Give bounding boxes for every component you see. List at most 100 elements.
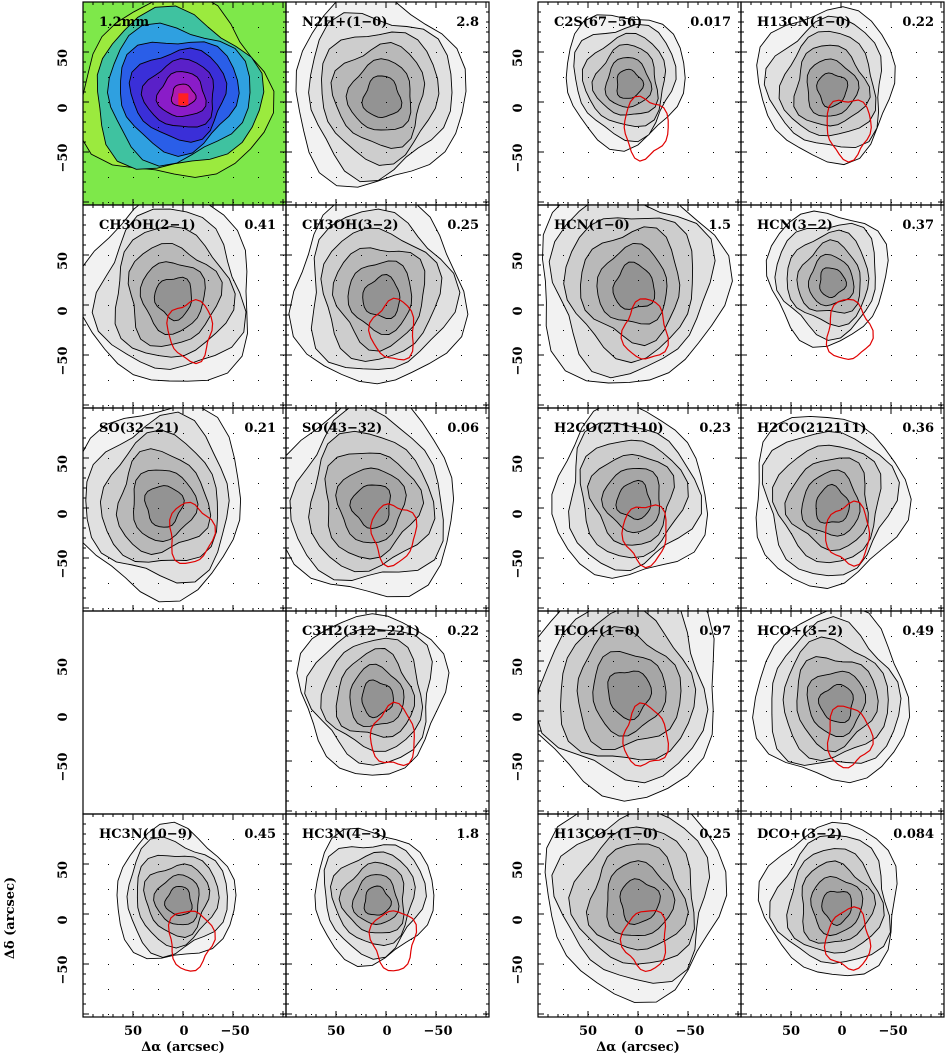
contour-map [83, 408, 242, 603]
contour-level [816, 72, 849, 109]
panel-hco10: HCO+(1−0) 0.97 [537, 610, 742, 815]
x-axis-label-left: Δα (arcsec) [141, 1040, 225, 1055]
contour-level [153, 276, 192, 322]
panel-title: HC3N(10−9) [99, 827, 193, 842]
panel-h13cn: H13CN(1−0) 0.22 [740, 1, 945, 206]
contour-map [296, 613, 450, 776]
y-tick-label: 0 [511, 509, 526, 518]
panel-peak-value: 0.49 [902, 624, 934, 639]
panel-h13co: H13CO+(1−0) 0.25 [537, 813, 742, 1018]
x-tick-label: 50 [327, 1024, 345, 1039]
axis-ticks [285, 1, 489, 205]
grid-dots [563, 839, 739, 1015]
panel-peak-value: 0.41 [244, 218, 276, 233]
contour-map [286, 408, 455, 598]
panel-frame [740, 813, 945, 1018]
panel-title: CH3OH(2−1) [99, 218, 196, 233]
panel-c3h2: C3H2(312−221) 0.22 [285, 610, 490, 815]
continuum-overlay-contour [826, 99, 872, 163]
axis-ticks [285, 407, 489, 611]
contour-level [349, 484, 391, 530]
continuum-overlay-contour [620, 298, 669, 360]
y-tick-label: 50 [56, 455, 71, 473]
continuum-overlay-contour [169, 501, 217, 564]
contour-level [362, 274, 401, 319]
continuum-overlay-contour [367, 297, 415, 361]
panel-title: DCO+(3−2) [757, 827, 842, 842]
y-tick-label: 0 [56, 915, 71, 924]
continuum-overlay-contour [166, 298, 214, 365]
panel-peak-value: 0.23 [699, 421, 731, 436]
y-tick-label: −50 [56, 956, 71, 985]
panel-hc3n109: HC3N(10−9) 0.45 [82, 813, 287, 1018]
empty-panel-frame [82, 610, 287, 815]
contour-map [295, 2, 467, 188]
contour-level [363, 885, 392, 916]
panel-so4332: SO(43−32) 0.06 [285, 407, 490, 612]
axis-ticks [740, 1, 944, 205]
y-tick-label: 50 [56, 861, 71, 879]
y-tick-label: 50 [511, 455, 526, 473]
continuum-overlay-contour [369, 503, 418, 568]
continuum-overlay-contour [623, 95, 669, 162]
y-tick-label: 0 [511, 306, 526, 315]
panel-hcn10: HCN(1−0) 1.5 [537, 204, 742, 409]
panel-so3221: SO(32−21) 0.21 [82, 407, 287, 612]
panel-peak-value: 2.8 [456, 15, 479, 30]
y-tick-label: 0 [511, 103, 526, 112]
y-tick-label: 50 [511, 861, 526, 879]
axis-ticks [285, 813, 489, 1017]
panel-title: SO(32−21) [99, 421, 179, 436]
panel-title: CH3OH(3−2) [302, 218, 399, 233]
y-tick-label: 50 [56, 49, 71, 67]
panel-peak-value: 0.25 [699, 827, 731, 842]
continuum-overlay-contour [369, 701, 415, 767]
continuum-overlay-contour [825, 298, 874, 361]
panel-hc3n43: HC3N(4−3) 1.8 [285, 813, 490, 1018]
continuum-overlay-contour [824, 500, 871, 567]
panel-dco32: DCO+(3−2) 0.084 [740, 813, 945, 1018]
contour-level [619, 878, 661, 925]
contour-map [565, 14, 686, 152]
panel-peak-value: 0.017 [690, 15, 731, 30]
continuum-overlay-contour [823, 906, 872, 971]
panel-title: H2CO(211110) [554, 421, 664, 436]
x-tick-label: 50 [782, 1024, 800, 1039]
contour-map [544, 814, 728, 1003]
panel-title: HCO+(3−2) [757, 624, 843, 639]
y-tick-label: 50 [511, 658, 526, 676]
panel-ch3oh32: CH3OH(3−2) 0.25 [285, 204, 490, 409]
continuum-overlay-contour [368, 910, 418, 972]
panel-title: H2CO(212111) [757, 421, 867, 436]
axis-ticks [740, 813, 944, 1017]
contour-map [542, 205, 733, 384]
y-tick-label: −50 [56, 753, 71, 782]
peak-marker [178, 93, 189, 106]
y-tick-label: −50 [56, 550, 71, 579]
y-tick-label: 0 [56, 306, 71, 315]
contour-level [615, 479, 652, 521]
continuum-overlay-contour [167, 910, 216, 972]
contour-level [607, 670, 653, 721]
y-axis-label: Δδ (arcsec) [3, 877, 18, 959]
contour-map [288, 205, 469, 385]
contour-map [83, 205, 248, 382]
panel-peak-value: 0.22 [902, 15, 934, 30]
contour-level [612, 261, 656, 310]
panel-n2h: N2H+(1−0) 2.8 [285, 1, 490, 206]
panel-title: HCO+(1−0) [554, 624, 640, 639]
panel-title: N2H+(1−0) [302, 15, 387, 30]
contour-level [144, 485, 185, 528]
panel-title: C2S(67−56) [554, 15, 642, 30]
contour-map [83, 2, 286, 205]
grid-dots [311, 636, 487, 812]
panel-peak-value: 1.8 [456, 827, 479, 842]
panel-c2s: C2S(67−56) 0.017 [537, 1, 742, 206]
panel-h2co211: H2CO(211110) 0.23 [537, 407, 742, 612]
continuum-overlay-contour [621, 504, 667, 569]
contour-level [821, 890, 852, 926]
x-tick-label: 50 [124, 1024, 142, 1039]
x-tick-label: −50 [221, 1024, 250, 1039]
contour-level [361, 75, 403, 119]
